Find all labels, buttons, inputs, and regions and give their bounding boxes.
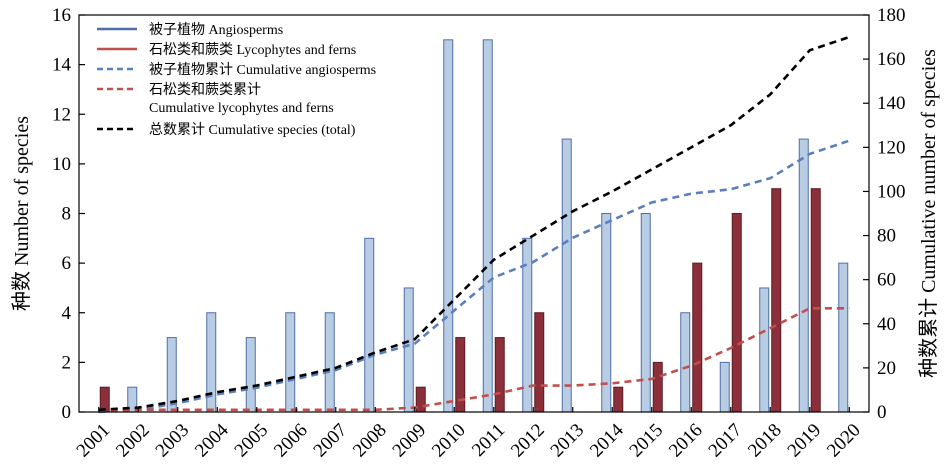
right-tick-label: 60 bbox=[877, 270, 896, 291]
legend-label: 石松类和蕨类 Lycophytes and ferns bbox=[149, 42, 356, 58]
right-tick-label: 120 bbox=[877, 137, 906, 158]
bars-layer bbox=[99, 39, 849, 413]
bar-lycophytes-ferns-2016 bbox=[692, 262, 703, 413]
cumulative-lycophytes-ferns-line bbox=[98, 307, 850, 412]
x-tick-label: 2009 bbox=[389, 420, 431, 462]
bar-angiosperms-2019 bbox=[798, 138, 809, 413]
right-tick-label: 100 bbox=[877, 181, 906, 202]
right-tick-label: 40 bbox=[877, 314, 896, 335]
x-tick-label: 2016 bbox=[665, 420, 707, 462]
bar-angiosperms-2016 bbox=[680, 312, 691, 413]
bar-lycophytes-ferns-2012 bbox=[534, 312, 545, 413]
bar-lycophytes-ferns-2017 bbox=[731, 213, 742, 413]
lines-layer bbox=[98, 35, 850, 414]
x-tick-label: 2015 bbox=[626, 420, 668, 462]
bar-angiosperms-2017 bbox=[719, 361, 730, 413]
x-tick-label: 2008 bbox=[349, 420, 391, 462]
legend: 被子植物 Angiosperms 石松类和蕨类 Lycophytes and fe… bbox=[97, 22, 376, 138]
x-tick-label: 2005 bbox=[231, 420, 273, 462]
x-tick-label: 2011 bbox=[468, 420, 509, 461]
bar-angiosperms-2005 bbox=[245, 337, 256, 413]
bar-lycophytes-ferns-2019 bbox=[810, 188, 821, 413]
x-tick-label: 2012 bbox=[507, 420, 549, 462]
y2-axis-title: 种数累计 Cumulative number of species bbox=[917, 49, 940, 378]
bar-angiosperms-2008 bbox=[364, 237, 375, 413]
x-tick-label: 2014 bbox=[586, 419, 628, 461]
legend-angiosperms: 被子植物 Angiosperms bbox=[97, 22, 283, 38]
bar-angiosperms-2013 bbox=[561, 138, 572, 413]
cumulative-angiosperms-line bbox=[98, 139, 850, 414]
legend-label: 被子植物累计 Cumulative angiosperms bbox=[149, 62, 376, 78]
bar-angiosperms-2018 bbox=[759, 287, 770, 413]
left-tick-label: 0 bbox=[62, 402, 72, 423]
legend-label: Cumulative lycophytes and ferns bbox=[149, 101, 334, 116]
x-tick-label: 2013 bbox=[547, 420, 589, 462]
bar-lycophytes-ferns-2014 bbox=[613, 386, 624, 413]
bar-lycophytes-ferns-2011 bbox=[494, 337, 505, 413]
left-tick-label: 8 bbox=[62, 204, 72, 225]
right-tick-label: 180 bbox=[877, 5, 906, 26]
bar-angiosperms-2009 bbox=[403, 287, 414, 413]
legend-label: 被子植物 Angiosperms bbox=[149, 22, 283, 38]
legend-lycophytes-ferns: 石松类和蕨类 Lycophytes and ferns bbox=[97, 42, 356, 58]
bar-angiosperms-2006 bbox=[285, 312, 296, 413]
x-tick-label: 2001 bbox=[73, 420, 115, 462]
right-tick-label: 140 bbox=[877, 93, 906, 114]
bar-angiosperms-2020 bbox=[838, 262, 849, 413]
y-axis-title: 种数 Number of species bbox=[10, 116, 33, 311]
x-tick-label: 2010 bbox=[428, 420, 470, 462]
legend-cumulative-angiosperms: 被子植物累计 Cumulative angiosperms bbox=[97, 62, 376, 78]
x-tick-label: 2018 bbox=[744, 420, 786, 462]
left-tick-label: 16 bbox=[52, 5, 71, 26]
x-tick-label: 2006 bbox=[270, 420, 312, 462]
x-tick-label: 2020 bbox=[823, 420, 865, 462]
bar-angiosperms-2011 bbox=[482, 39, 493, 413]
cumulative-total-line bbox=[98, 35, 850, 412]
x-tick-label: 2017 bbox=[705, 420, 747, 462]
bar-angiosperms-2010 bbox=[443, 39, 454, 413]
x-tick-label: 2003 bbox=[152, 420, 194, 462]
left-tick-label: 4 bbox=[62, 303, 72, 324]
left-tick-label: 10 bbox=[52, 154, 71, 175]
x-tick-label: 2004 bbox=[191, 419, 233, 461]
legend-label: 总数累计 Cumulative species (total) bbox=[149, 122, 356, 138]
bar-angiosperms-2014 bbox=[601, 213, 612, 413]
legend-label: 石松类和蕨类累计 bbox=[149, 82, 261, 98]
left-tick-label: 2 bbox=[62, 352, 72, 373]
right-tick-label: 160 bbox=[877, 49, 906, 70]
bar-lycophytes-ferns-2018 bbox=[771, 188, 782, 413]
right-tick-label: 20 bbox=[877, 358, 896, 379]
left-tick-label: 14 bbox=[52, 55, 72, 76]
legend-cumulative-lycophytes-ferns: 石松类和蕨类累计 Cumulative lycophytes and ferns bbox=[97, 82, 334, 116]
x-tick-label: 2002 bbox=[112, 420, 154, 462]
bar-angiosperms-2007 bbox=[324, 312, 335, 413]
x-tick-label: 2019 bbox=[784, 420, 826, 462]
right-tick-label: 80 bbox=[877, 226, 896, 247]
bar-lycophytes-ferns-2015 bbox=[652, 361, 663, 413]
x-tick-label: 2007 bbox=[310, 420, 352, 462]
left-tick-label: 12 bbox=[52, 104, 71, 125]
bar-angiosperms-2015 bbox=[640, 213, 651, 413]
left-tick-label: 6 bbox=[62, 253, 72, 274]
right-tick-label: 0 bbox=[877, 402, 887, 423]
legend-cumulative-total: 总数累计 Cumulative species (total) bbox=[97, 122, 356, 138]
